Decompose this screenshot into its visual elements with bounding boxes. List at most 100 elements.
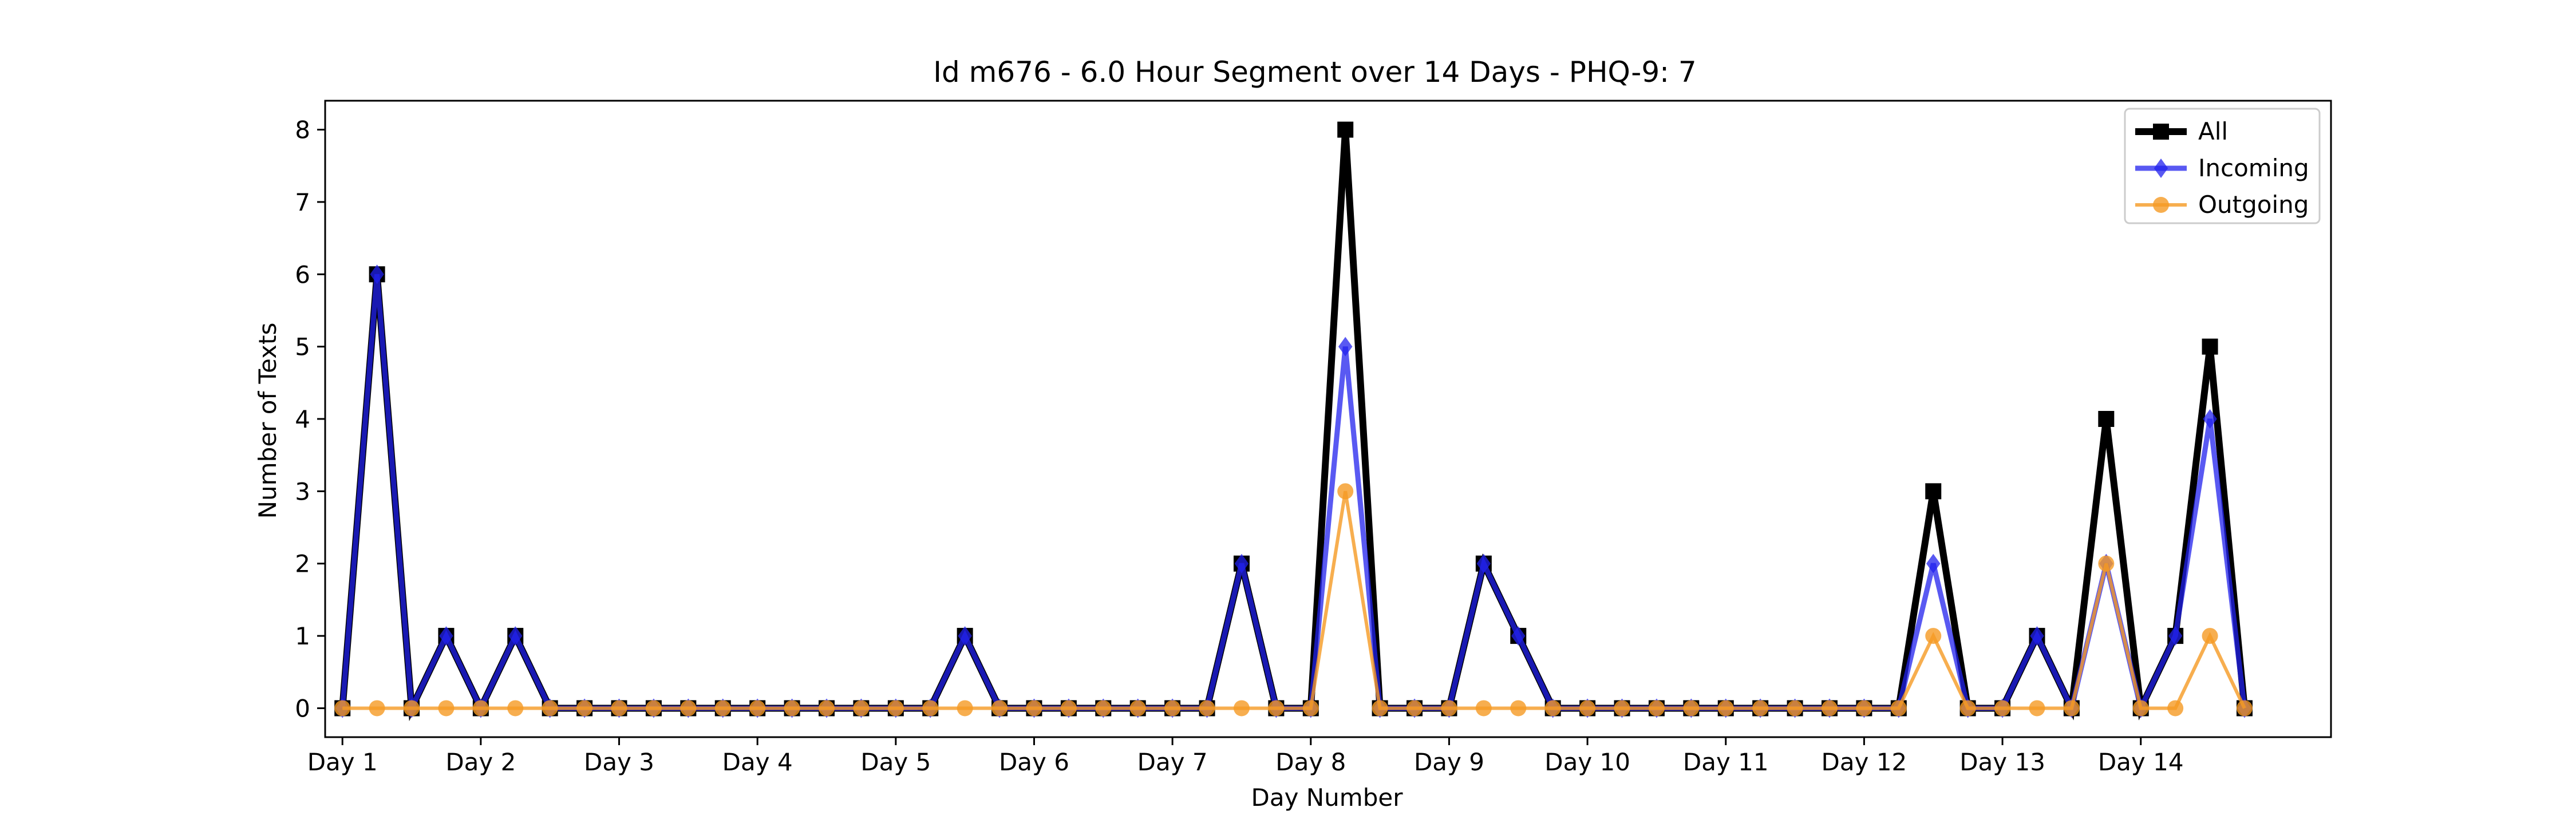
legend-label: Outgoing: [2198, 191, 2309, 219]
x-tick-label: Day 4: [722, 748, 793, 776]
data-point-all: [1925, 483, 1942, 500]
legend-entry-outgoing: Outgoing: [2135, 191, 2309, 219]
data-point-outgoing: [1302, 700, 1319, 717]
data-point-outgoing: [1683, 700, 1700, 717]
y-tick-label: 3: [295, 477, 310, 505]
data-point-outgoing: [1752, 700, 1769, 717]
data-point-outgoing: [576, 700, 593, 717]
x-tick-label: Day 1: [307, 748, 378, 776]
legend-label: Incoming: [2198, 154, 2309, 182]
legend-label: All: [2198, 117, 2228, 145]
data-point-outgoing: [2167, 700, 2184, 717]
data-point-outgoing: [680, 700, 697, 717]
data-point-outgoing: [542, 700, 558, 717]
data-point-outgoing: [369, 700, 385, 717]
data-point-outgoing: [1406, 700, 1423, 717]
data-point-outgoing: [784, 700, 800, 717]
data-point-outgoing: [922, 700, 939, 717]
legend: All Incoming Outgoing: [2124, 108, 2321, 224]
legend-swatch-marker: [2153, 124, 2169, 140]
data-point-outgoing: [404, 700, 420, 717]
y-tick-label: 5: [295, 333, 310, 361]
plot-area: 0 1 2 3 4 5 6 7 8 Day 1 Day 2 Day 3 Day 4 Day 5 Day 6 D…: [295, 100, 2332, 776]
data-point-incoming: [958, 626, 972, 646]
data-point-outgoing: [1717, 700, 1734, 717]
data-point-outgoing: [991, 700, 1008, 717]
data-point-incoming: [508, 626, 523, 646]
data-point-outgoing: [1199, 700, 1215, 717]
data-point-outgoing: [1614, 700, 1630, 717]
x-tick-label: Day 12: [1822, 748, 1907, 776]
series-outgoing: [334, 483, 2253, 717]
y-tick-label: 4: [295, 405, 310, 433]
data-point-outgoing: [2098, 555, 2115, 572]
data-point-outgoing: [853, 700, 870, 717]
data-point-outgoing: [1060, 700, 1077, 717]
data-point-all: [2202, 338, 2218, 355]
x-tick-label: Day 2: [445, 748, 516, 776]
data-point-outgoing: [1510, 700, 1527, 717]
data-point-outgoing: [1233, 700, 1250, 717]
y-tick-label: 0: [295, 694, 310, 722]
data-point-outgoing: [887, 700, 904, 717]
data-point-outgoing: [1579, 700, 1596, 717]
legend-entry-all: All: [2135, 117, 2228, 145]
data-point-outgoing: [1959, 700, 1976, 717]
data-point-outgoing: [957, 700, 973, 717]
data-point-outgoing: [334, 700, 351, 717]
x-tick-label: Day 10: [1544, 748, 1630, 776]
data-point-outgoing: [1337, 483, 1354, 500]
x-tick-label: Day 8: [1275, 748, 1346, 776]
legend-entry-incoming: Incoming: [2135, 154, 2309, 182]
data-point-incoming: [1476, 553, 1491, 573]
data-point-incoming: [2168, 626, 2183, 646]
data-point-outgoing: [1268, 700, 1285, 717]
chart-title: Id m676 - 6.0 Hour Segment over 14 Days …: [933, 56, 1696, 89]
x-axis-label: Day Number: [1251, 784, 1403, 812]
x-tick-label: Day 7: [1137, 748, 1208, 776]
data-point-incoming: [1234, 553, 1249, 573]
data-point-outgoing: [1994, 700, 2011, 717]
x-tick-label: Day 14: [2098, 748, 2184, 776]
y-tick-label: 7: [295, 188, 310, 216]
data-point-outgoing: [1441, 700, 1457, 717]
data-point-outgoing: [2236, 700, 2253, 717]
data-point-outgoing: [1372, 700, 1388, 717]
data-point-outgoing: [1890, 700, 1907, 717]
y-tick-label: 1: [295, 622, 310, 650]
data-point-outgoing: [438, 700, 455, 717]
data-point-outgoing: [1026, 700, 1042, 717]
data-point-outgoing: [645, 700, 662, 717]
data-point-outgoing: [1925, 628, 1942, 644]
data-point-outgoing: [1475, 700, 1492, 717]
x-tick-label: Day 11: [1683, 748, 1769, 776]
x-tick-label: Day 5: [860, 748, 931, 776]
data-point-all: [2098, 411, 2115, 427]
data-point-outgoing: [819, 700, 835, 717]
data-point-incoming: [439, 626, 453, 646]
data-point-outgoing: [2029, 700, 2045, 717]
data-point-outgoing: [1095, 700, 1112, 717]
data-point-outgoing: [1544, 700, 1561, 717]
y-axis-label: Number of Texts: [254, 323, 282, 519]
x-tick-label: Day 3: [584, 748, 654, 776]
data-point-outgoing: [749, 700, 766, 717]
data-point-outgoing: [2202, 628, 2218, 644]
data-point-outgoing: [1856, 700, 1872, 717]
data-point-outgoing: [611, 700, 627, 717]
data-point-outgoing: [1787, 700, 1803, 717]
data-point-incoming: [2203, 409, 2217, 429]
legend-swatch-marker: [2153, 197, 2169, 213]
y-tick-label: 8: [295, 116, 310, 144]
data-point-outgoing: [507, 700, 524, 717]
x-tick-label: Day 6: [999, 748, 1069, 776]
x-tick-label: Day 9: [1414, 748, 1484, 776]
data-point-incoming: [1338, 337, 1353, 357]
data-point-outgoing: [472, 700, 489, 717]
data-point-outgoing: [2063, 700, 2080, 717]
data-point-all: [1337, 121, 1354, 138]
y-tick-label: 6: [295, 260, 310, 288]
data-point-incoming: [1926, 553, 1941, 573]
